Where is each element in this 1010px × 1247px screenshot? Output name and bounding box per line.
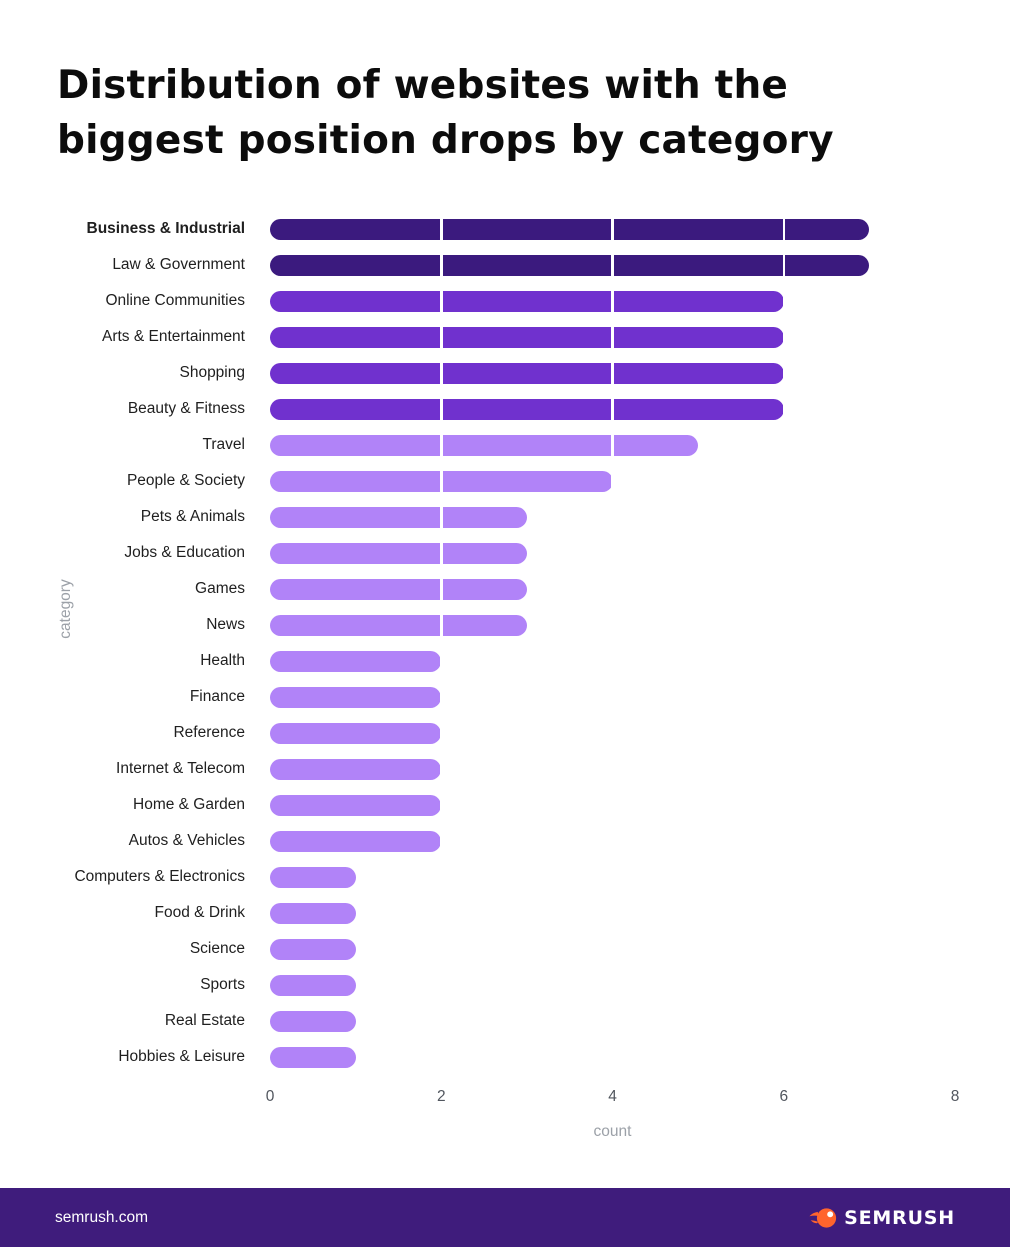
category-label: Law & Government (112, 256, 245, 273)
x-tick-label: 4 (608, 1088, 617, 1105)
bar (270, 362, 784, 384)
category-label: Science (189, 940, 245, 957)
x-tick-label: 6 (779, 1088, 789, 1105)
category-label: Computers & Electronics (74, 868, 245, 885)
bar-row: Science (0, 931, 1010, 967)
bar-row: Finance (0, 679, 1010, 715)
category-label: Jobs & Education (124, 544, 245, 561)
bar-row: News (0, 607, 1010, 643)
footer-brand-text: SEMRUSH (844, 1206, 955, 1229)
bar (270, 1046, 356, 1068)
category-label: Food & Drink (154, 904, 245, 921)
bar-row: Travel (0, 427, 1010, 463)
bar (270, 506, 527, 528)
bar-row: Pets & Animals (0, 499, 1010, 535)
bar (270, 686, 442, 708)
bar-row: Computers & Electronics (0, 859, 1010, 895)
category-label: Autos & Vehicles (128, 832, 245, 849)
bar-row: Home & Garden (0, 787, 1010, 823)
semrush-flame-icon (809, 1205, 837, 1231)
bar (270, 830, 442, 852)
x-tick-label: 0 (265, 1088, 275, 1105)
category-label: Pets & Animals (140, 508, 245, 525)
category-label: Health (200, 652, 245, 669)
bar (270, 938, 356, 960)
bar-row: Reference (0, 715, 1010, 751)
bar-row: Shopping (0, 355, 1010, 391)
footer-bar: semrush.com SEMRUSH (0, 1188, 1010, 1247)
bar-row: Health (0, 643, 1010, 679)
bar (270, 722, 442, 744)
category-label: Travel (202, 436, 246, 453)
bar-row: Real Estate (0, 1003, 1010, 1039)
category-label: News (206, 616, 245, 633)
bar (270, 398, 784, 420)
bar (270, 794, 442, 816)
category-label: Hobbies & Leisure (118, 1048, 245, 1065)
bar (270, 470, 613, 492)
bar-row: Internet & Telecom (0, 751, 1010, 787)
bar (270, 1010, 356, 1032)
category-label: Arts & Entertainment (101, 328, 245, 345)
footer-site-url: semrush.com (55, 1208, 149, 1226)
semrush-logo: SEMRUSH (809, 1205, 955, 1231)
bar (270, 326, 784, 348)
bar-row: Online Communities (0, 283, 1010, 319)
bar-row: Arts & Entertainment (0, 319, 1010, 355)
bar-row: Jobs & Education (0, 535, 1010, 571)
bar (270, 758, 442, 780)
bar (270, 974, 356, 996)
category-label: Games (195, 580, 245, 597)
category-label: Beauty & Fitness (127, 400, 245, 417)
bar-row: Autos & Vehicles (0, 823, 1010, 859)
bar (270, 866, 356, 888)
category-label: People & Society (126, 472, 245, 489)
bar-row: Beauty & Fitness (0, 391, 1010, 427)
bar (270, 902, 356, 924)
bar-row: Hobbies & Leisure (0, 1039, 1010, 1075)
page-title: Distribution of websites with the bigges… (57, 63, 834, 163)
category-label: Home & Garden (133, 796, 245, 813)
bar-row: Business & Industrial (0, 211, 1010, 247)
category-label: Online Communities (105, 292, 245, 309)
bar (270, 542, 527, 564)
bar (270, 650, 442, 672)
y-axis-title: category (57, 579, 74, 639)
x-axis-title: count (593, 1123, 632, 1140)
category-label: Real Estate (164, 1012, 245, 1029)
category-label: Business & Industrial (86, 220, 245, 237)
bar-row: Food & Drink (0, 895, 1010, 931)
bar-row: People & Society (0, 463, 1010, 499)
bar-row: Games (0, 571, 1010, 607)
bar (270, 218, 870, 240)
bar-row: Law & Government (0, 247, 1010, 283)
x-tick-label: 2 (436, 1088, 446, 1105)
category-label: Sports (200, 976, 245, 993)
bar (270, 254, 870, 276)
category-label: Finance (189, 688, 245, 705)
bar (270, 290, 784, 312)
bar (270, 434, 699, 456)
category-label: Internet & Telecom (116, 760, 245, 777)
category-label: Shopping (179, 364, 245, 381)
bar-row: Sports (0, 967, 1010, 1003)
bar (270, 614, 527, 636)
category-label: Reference (173, 724, 245, 741)
bar (270, 578, 527, 600)
x-tick-label: 8 (950, 1088, 960, 1105)
